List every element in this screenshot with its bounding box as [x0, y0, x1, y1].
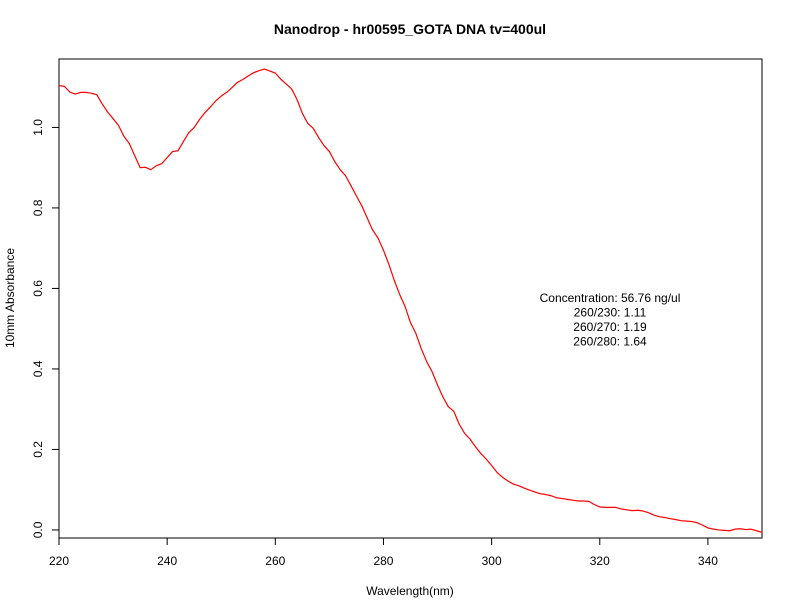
x-tick-label: 280 — [373, 554, 393, 568]
x-tick-label: 260 — [265, 554, 285, 568]
absorbance-series-line — [58, 68, 763, 533]
y-axis-label: 10mm Absorbance — [3, 248, 17, 348]
x-tick-label: 240 — [157, 554, 177, 568]
y-tick-label: 0.8 — [31, 199, 45, 216]
y-axis: 0.0 0.2 0.4 0.6 0.8 1.0 — [31, 119, 60, 538]
annotation-line: 260/230: 1.11 — [574, 306, 647, 320]
x-tick-label: 300 — [482, 554, 502, 568]
y-tick-label: 0.6 — [31, 280, 45, 297]
x-tick-label: 340 — [698, 554, 718, 568]
x-axis-label: Wavelength(nm) — [366, 584, 454, 598]
y-tick-label: 1.0 — [31, 119, 45, 136]
y-tick-label: 0.4 — [31, 360, 45, 377]
x-axis: 220 240 260 280 300 320 340 — [49, 537, 718, 568]
annotation-line: 260/270: 1.19 — [573, 320, 647, 334]
y-tick-label: 0.0 — [31, 521, 45, 538]
chart-title: Nanodrop - hr00595_GOTA DNA tv=400ul — [274, 21, 546, 37]
series-layer — [58, 68, 763, 533]
x-tick-label: 320 — [590, 554, 610, 568]
x-tick-label: 220 — [49, 554, 69, 568]
annotation-line: Concentration: 56.76 ng/ul — [540, 291, 681, 305]
y-tick-label: 0.2 — [31, 441, 45, 458]
annotation-line: 260/280: 1.64 — [573, 335, 647, 349]
